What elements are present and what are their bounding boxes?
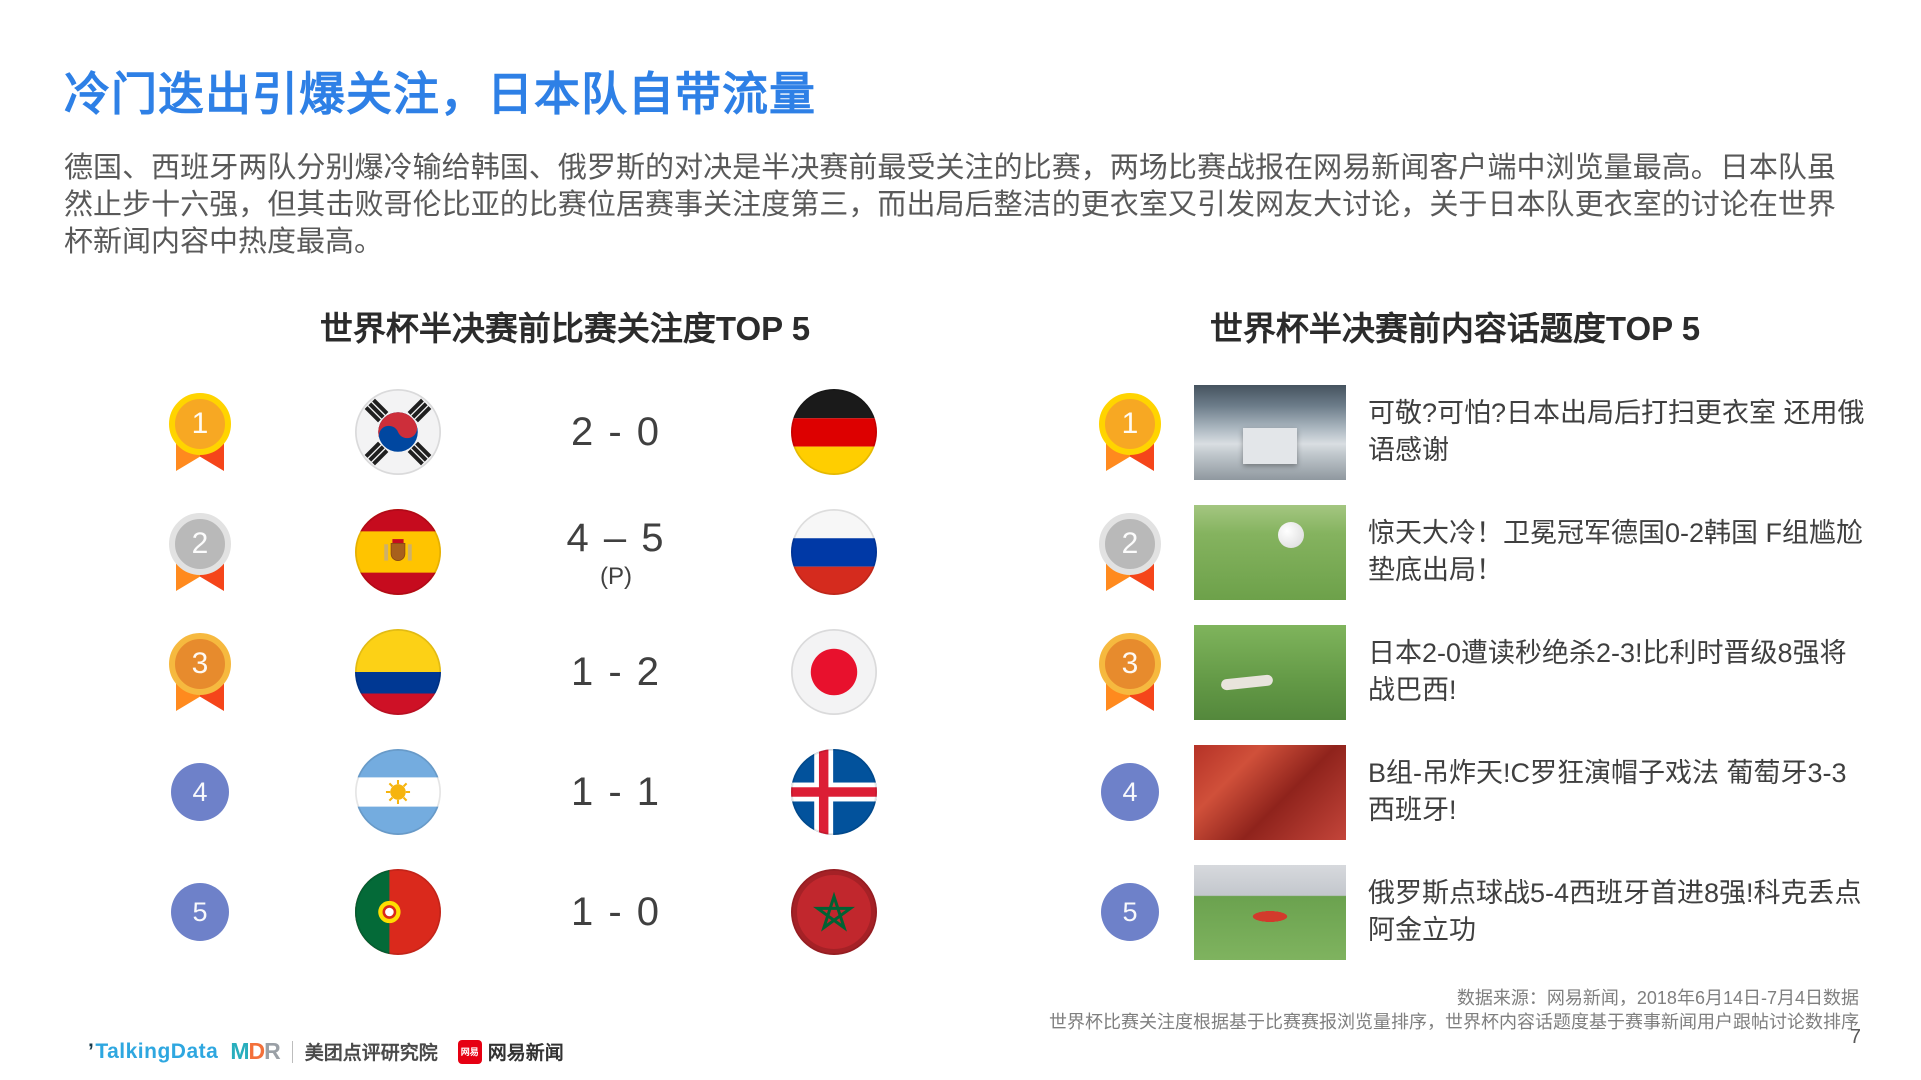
bronze-medal-icon: 3 — [169, 633, 231, 711]
meituan-dianping-institute-logo: 美团点评研究院 — [304, 1043, 438, 1064]
flag-portugal-icon — [355, 869, 441, 955]
flag-argentina-icon — [355, 749, 441, 835]
locker-room-photo — [1194, 384, 1346, 480]
data-source-line2: 世界杯比赛关注度根据基于比赛赛报浏览量排序，世界杯内容话题度基于赛事新闻用户跟帖… — [1049, 1012, 1859, 1032]
japan-belgium-match-photo — [1194, 624, 1346, 720]
flag-colombia-icon — [355, 629, 441, 715]
page-title: 冷门迭出引爆关注，日本队自带流量 — [64, 68, 816, 120]
news-headline: 俄罗斯点球战5-4西班牙首进8强!科克丢点阿金立功 — [1368, 878, 1862, 945]
intro-paragraph: 德国、西班牙两队分别爆冷输给韩国、俄罗斯的对决是半决赛前最受关注的比赛，两场比赛… — [64, 152, 1836, 258]
match-row-3: 3 1 - 2 — [140, 622, 940, 722]
left-panel-header: 世界杯半决赛前比赛关注度TOP 5 — [319, 310, 811, 347]
rank-number: 3 — [1121, 647, 1139, 680]
flag-germany-icon — [791, 389, 877, 475]
rank-number: 4 — [1122, 776, 1138, 807]
news-row-3: 3 日本2-0遭读秒绝杀2-3!比利时晋级8强将战巴西! — [1066, 622, 1866, 722]
rank-number: 2 — [191, 527, 209, 560]
talkingdata-logo: TalkingData — [88, 1040, 218, 1064]
data-source-note: 数据来源：网易新闻，2018年6月14日-7月4日数据 世界杯比赛关注度根据基于… — [1049, 986, 1859, 1034]
news-row-5: 5 俄罗斯点球战5-4西班牙首进8强!科克丢点阿金立功 — [1066, 862, 1866, 962]
bronze-medal-icon: 3 — [1099, 633, 1161, 711]
blue-rank-circle-icon: 5 — [1099, 881, 1161, 943]
match-row-1: 1 2 - 0 — [140, 382, 940, 482]
footer-logos: TalkingData MDR 美团点评研究院 网易 网易新闻 — [88, 1038, 564, 1065]
germany-korea-match-photo — [1194, 504, 1346, 600]
netease-news-logo: 网易 网易新闻 — [457, 1038, 564, 1065]
news-row-2: 2 惊天大冷！卫冕冠军德国0-2韩国 F组尴尬垫底出局！ — [1066, 502, 1866, 602]
flag-morocco-icon — [791, 869, 877, 955]
blue-rank-circle-icon: 5 — [169, 881, 231, 943]
data-source-line1: 数据来源：网易新闻，2018年6月14日-7月4日数据 — [1456, 988, 1859, 1008]
match-score: 4 – 5 — [566, 515, 666, 560]
match-score: 1 - 1 — [570, 769, 662, 814]
right-panel-header: 世界杯半决赛前内容话题度TOP 5 — [1209, 310, 1701, 347]
match-row-5: 5 1 - 0 — [140, 862, 940, 962]
blue-rank-circle-icon: 4 — [1099, 761, 1161, 823]
news-headline: 日本2-0遭读秒绝杀2-3!比利时晋级8强将战巴西! — [1368, 638, 1847, 705]
match-attention-list: 1 2 - 0 2 — [140, 382, 940, 982]
flag-south-korea-icon — [355, 389, 441, 475]
rank-number: 1 — [191, 407, 209, 440]
news-headline: 惊天大冷！卫冕冠军德国0-2韩国 F组尴尬垫底出局！ — [1368, 518, 1864, 585]
news-headline: 可敬?可怕?日本出局后打扫更衣室 还用俄语感谢 — [1368, 398, 1865, 465]
content-topic-list: 1 可敬?可怕?日本出局后打扫更衣室 还用俄语感谢 2 惊天大冷！卫冕冠军德国0… — [1066, 382, 1866, 982]
rank-number: 5 — [1122, 896, 1138, 927]
flag-spain-icon — [355, 509, 441, 595]
match-score: 2 - 0 — [570, 409, 662, 454]
russia-celebration-photo — [1194, 864, 1346, 960]
gold-medal-icon: 1 — [1099, 393, 1161, 471]
match-row-2: 2 4 – 5 (P) — [140, 502, 940, 602]
rank-number: 4 — [192, 776, 208, 807]
flag-iceland-icon — [791, 749, 877, 835]
news-row-4: 4 B组-吊炸天!C罗狂演帽子戏法 葡萄牙3-3西班牙! — [1066, 742, 1866, 842]
rank-number: 3 — [191, 647, 209, 680]
flag-russia-icon — [791, 509, 877, 595]
blue-rank-circle-icon: 4 — [169, 761, 231, 823]
match-score: 1 - 2 — [570, 649, 662, 694]
rank-number: 5 — [192, 896, 208, 927]
silver-medal-icon: 2 — [1099, 513, 1161, 591]
match-row-4: 4 1 - 1 — [140, 742, 940, 842]
portugal-fans-photo — [1194, 744, 1346, 840]
news-row-1: 1 可敬?可怕?日本出局后打扫更衣室 还用俄语感谢 — [1066, 382, 1866, 482]
rank-number: 1 — [1121, 407, 1139, 440]
flag-japan-icon — [791, 629, 877, 715]
page-number: 7 — [1849, 1026, 1861, 1048]
news-headline: B组-吊炸天!C罗狂演帽子戏法 葡萄牙3-3西班牙! — [1368, 758, 1847, 825]
rank-number: 2 — [1121, 527, 1139, 560]
netease-app-icon: 网易 — [457, 1039, 482, 1064]
logo-divider — [291, 1040, 293, 1063]
match-score: 1 - 0 — [570, 889, 662, 934]
gold-medal-icon: 1 — [169, 393, 231, 471]
penalty-note: (P) — [600, 562, 632, 590]
silver-medal-icon: 2 — [169, 513, 231, 591]
